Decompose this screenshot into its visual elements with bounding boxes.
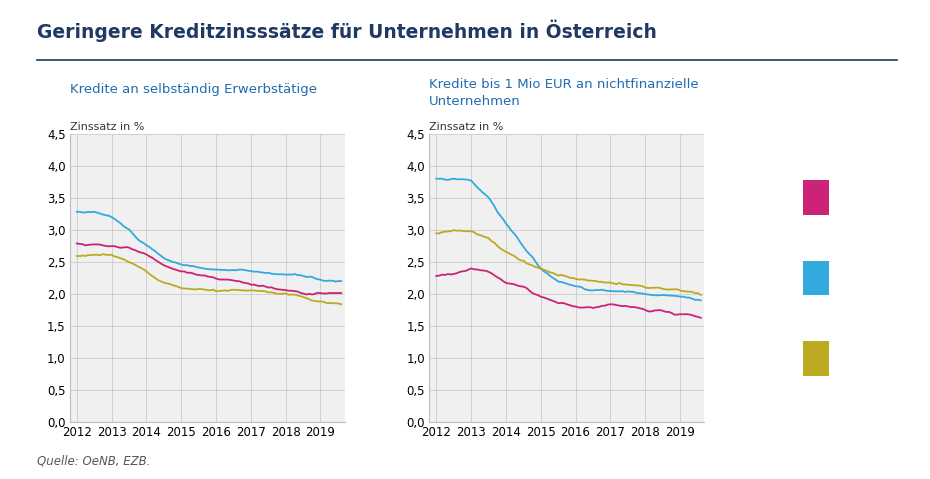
Bar <box>803 341 829 376</box>
Bar <box>803 180 829 215</box>
Text: Kredite an selbständig Erwerbstätige: Kredite an selbständig Erwerbstätige <box>70 83 317 96</box>
Text: Geringere Kreditzinsssätze für Unternehmen in Österreich: Geringere Kreditzinsssätze für Unternehm… <box>37 19 658 42</box>
Text: Zinssatz in %: Zinssatz in % <box>70 122 144 132</box>
Text: Kredite bis 1 Mio EUR an nichtfinanzielle
Unternehmen: Kredite bis 1 Mio EUR an nichtfinanziell… <box>430 78 699 108</box>
Bar <box>803 261 829 295</box>
Text: Quelle: OeNB, EZB.: Quelle: OeNB, EZB. <box>37 454 151 467</box>
Text: Zinssatz in %: Zinssatz in % <box>430 122 504 132</box>
